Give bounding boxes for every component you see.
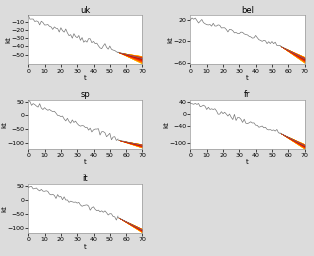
Title: uk: uk (80, 6, 90, 15)
Title: fr: fr (244, 90, 251, 99)
Y-axis label: kt: kt (167, 36, 173, 43)
X-axis label: t: t (84, 159, 87, 165)
X-axis label: t: t (84, 243, 87, 250)
Y-axis label: kt: kt (1, 121, 7, 127)
Title: sp: sp (80, 90, 90, 99)
X-axis label: t: t (246, 159, 249, 165)
Y-axis label: kt: kt (163, 121, 169, 127)
X-axis label: t: t (84, 75, 87, 81)
X-axis label: t: t (246, 75, 249, 81)
Y-axis label: kt: kt (1, 205, 7, 212)
Y-axis label: kt: kt (5, 36, 11, 43)
Title: bel: bel (241, 6, 254, 15)
Title: it: it (83, 174, 88, 183)
